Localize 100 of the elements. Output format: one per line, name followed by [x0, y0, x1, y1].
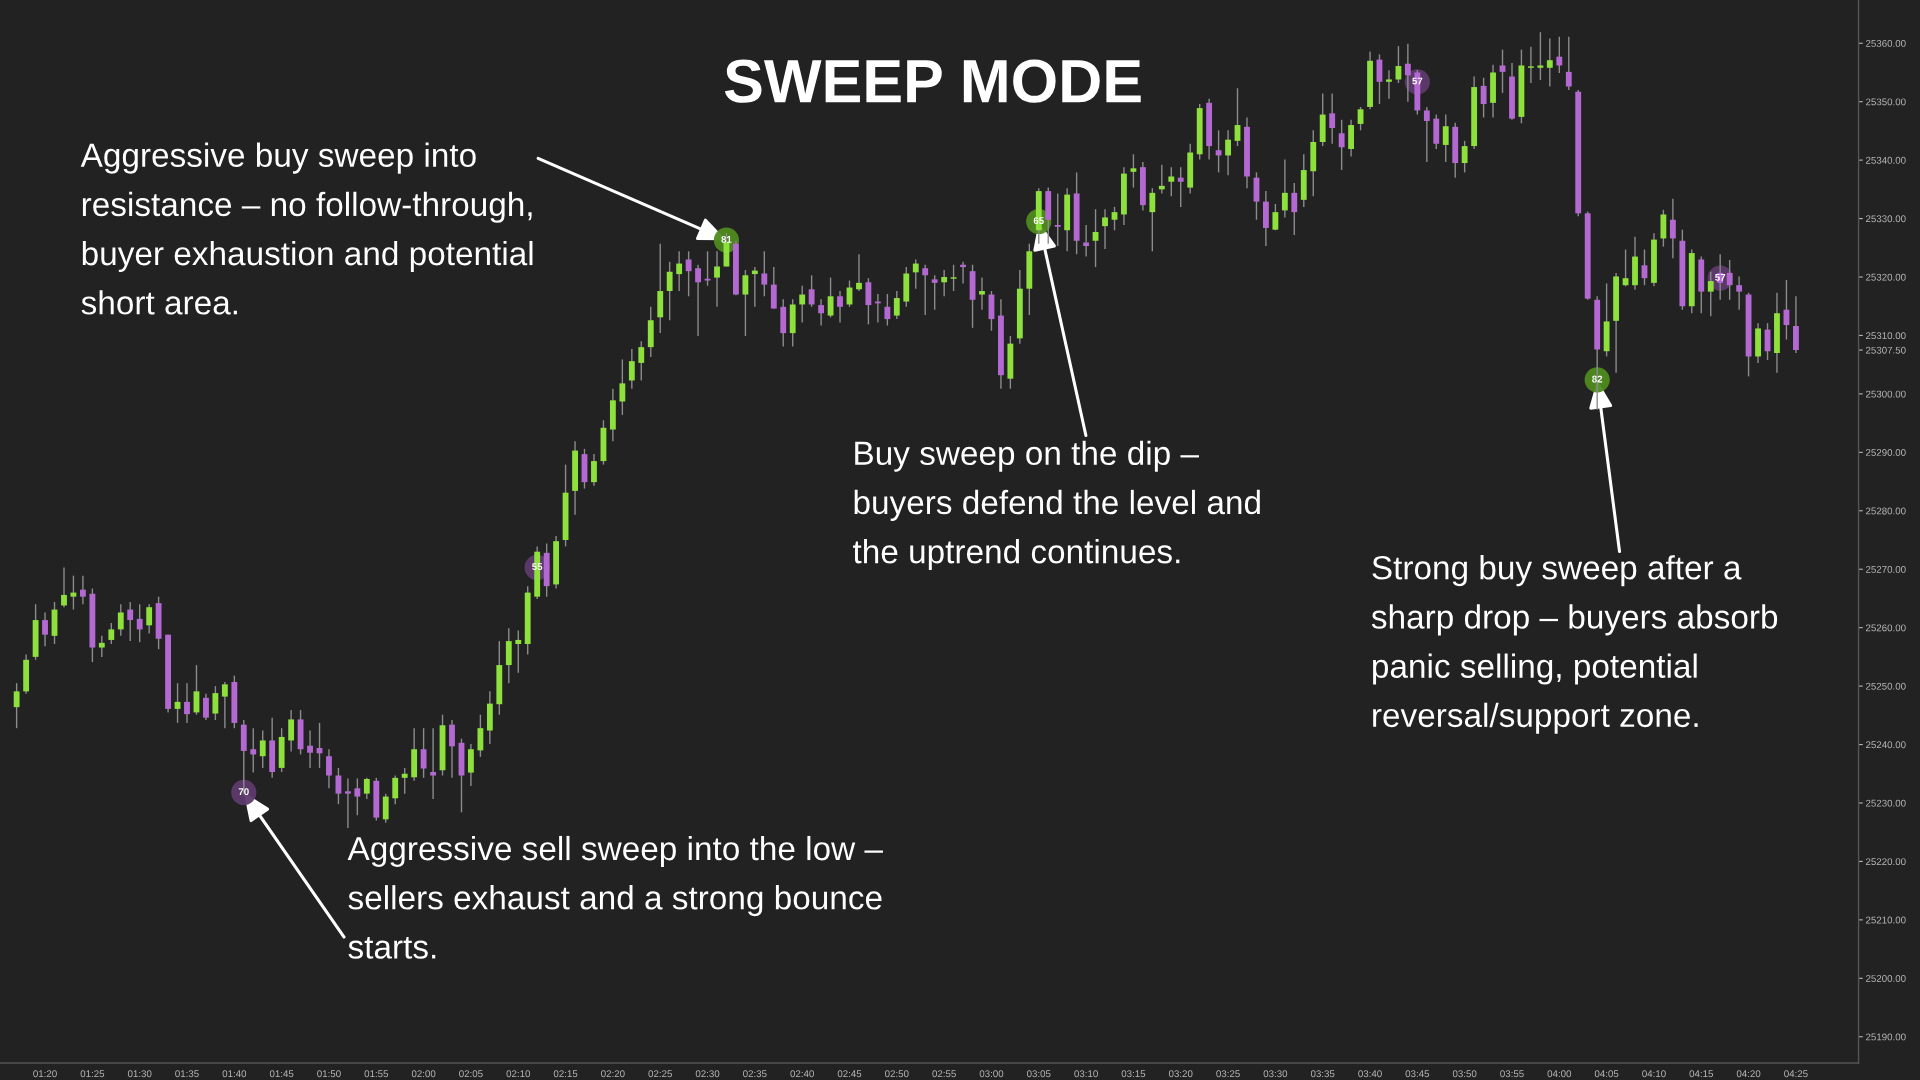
candlestick [591, 453, 597, 487]
candlestick [467, 743, 474, 787]
candlestick [950, 264, 957, 292]
candlestick [1281, 158, 1288, 219]
x-tick-label: 01:30 [127, 1070, 152, 1078]
candlestick [761, 250, 768, 297]
candlestick [979, 276, 985, 311]
x-tick-label: 04:05 [1594, 1070, 1619, 1078]
candlestick [1499, 48, 1506, 94]
annotation: Aggressive buy sweep into resistance – no follow-through, buyer exhaustion and potential short area. [80, 142, 533, 315]
candlestick [477, 714, 484, 758]
candlestick [676, 250, 683, 292]
candlestick [79, 574, 86, 605]
x-tick-label: 04:20 [1736, 1070, 1761, 1078]
candlestick [827, 276, 834, 319]
candlestick [326, 748, 332, 790]
candlestick [799, 285, 806, 324]
candlestick [1537, 31, 1544, 81]
y-tick-label: 25320.00 [1865, 273, 1906, 281]
y-tick-label: 25240.00 [1865, 741, 1906, 749]
candlestick [666, 261, 673, 321]
candlestick [1527, 46, 1534, 84]
x-tick-label: 03:35 [1310, 1070, 1335, 1078]
annotation: Aggressive sell sweep into the low – sellers exhaust and a strong bounce starts. [347, 835, 883, 959]
y-tick-label: 25220.00 [1865, 858, 1906, 866]
candlestick [1726, 259, 1733, 301]
candlestick [449, 719, 455, 779]
x-tick-label: 02:45 [837, 1070, 862, 1078]
x-tick-label: 04:25 [1784, 1070, 1808, 1078]
annotation: 81 [721, 235, 732, 243]
candlestick [714, 250, 720, 308]
candlestick [1736, 275, 1743, 311]
candlestick [98, 635, 105, 658]
x-tick-label: 01:20 [33, 1070, 57, 1078]
candlestick [221, 681, 228, 729]
candlestick [1083, 224, 1090, 258]
candlestick [108, 622, 115, 645]
x-tick-label: 02:20 [601, 1070, 625, 1078]
x-tick-label: 03:55 [1500, 1070, 1524, 1078]
candlestick [695, 264, 701, 337]
x-tick-label: 03:30 [1263, 1070, 1288, 1078]
candlestick [363, 777, 370, 800]
candlestick [1480, 77, 1487, 119]
candlestick [1329, 92, 1336, 145]
candlestick [1669, 198, 1676, 260]
y-tick-label: 25330.00 [1865, 215, 1906, 223]
candlestick [1054, 192, 1061, 247]
y-tick-label: 25200.00 [1865, 975, 1906, 982]
x-tick-label: 03:50 [1452, 1070, 1477, 1078]
y-tick-label: 25300.00 [1865, 390, 1906, 398]
candlestick [401, 767, 408, 795]
x-tick-label: 02:00 [411, 1070, 436, 1078]
candlestick [250, 727, 257, 774]
candlestick [884, 293, 891, 327]
candlestick [1225, 129, 1231, 177]
x-tick-label: 02:35 [743, 1070, 767, 1078]
candlestick [505, 627, 512, 684]
candlestick [1660, 209, 1667, 248]
candlestick [1215, 129, 1222, 174]
x-tick-label: 02:25 [648, 1070, 672, 1078]
candlestick [742, 269, 749, 337]
candlestick [1386, 69, 1392, 100]
candlestick [1404, 43, 1411, 103]
x-tick-label: 01:40 [222, 1070, 247, 1078]
candlestick [1291, 182, 1298, 236]
y-tick-label: 25340.00 [1865, 156, 1906, 164]
candlestick [1565, 36, 1572, 91]
candlestick [893, 290, 900, 320]
candlestick [1442, 113, 1449, 163]
x-tick-label: 01:55 [364, 1070, 389, 1078]
y-tick-label: 25190.00 [1865, 1033, 1906, 1041]
x-tick-label: 01:35 [175, 1070, 199, 1078]
x-tick-label: 02:50 [885, 1070, 909, 1078]
candlestick [1102, 208, 1108, 250]
candlestick [628, 348, 635, 390]
candlestick [42, 611, 48, 648]
x-tick-label: 03:05 [1026, 1070, 1051, 1078]
candlestick [619, 358, 626, 416]
candlestick [1111, 206, 1118, 231]
candlestick [751, 266, 758, 308]
x-tick-label: 03:25 [1216, 1070, 1240, 1078]
x-tick-label: 03:15 [1121, 1070, 1146, 1078]
candlestick [136, 603, 143, 643]
y-tick-label: 25230.00 [1865, 799, 1906, 807]
candlestick [912, 258, 919, 290]
y-tick-label: 25290.00 [1865, 449, 1906, 456]
y-tick-label: 25210.00 [1865, 916, 1906, 924]
candlestick [259, 729, 266, 769]
y-tick-label: 25280.00 [1865, 507, 1906, 515]
y-tick-label: 25270.00 [1865, 565, 1906, 573]
x-tick-label: 04:10 [1642, 1070, 1666, 1078]
candlestick [1272, 203, 1279, 231]
candlestick [865, 277, 872, 326]
candlestick [770, 266, 777, 310]
x-tick-label: 04:00 [1547, 1070, 1572, 1078]
y-tick-label: 25310.00 [1865, 332, 1906, 340]
candlestick [430, 727, 437, 800]
annotation: Buy sweep on the dip – buyers defend the level and the uptrend continues. [852, 440, 1260, 571]
candlestick [288, 709, 295, 753]
annotation: 70 [238, 788, 249, 796]
